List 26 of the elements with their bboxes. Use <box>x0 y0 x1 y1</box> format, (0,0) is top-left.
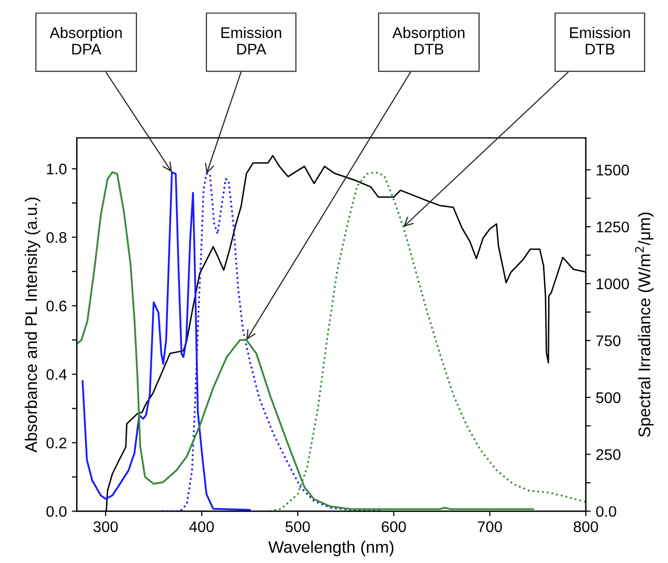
y-tick-label: 0.2 <box>46 438 66 448</box>
y2-tick-label: 250 <box>596 449 620 460</box>
y2-tick-label: 1500 <box>596 164 629 176</box>
y-tick-label: 0.0 <box>46 506 66 517</box>
y2-tick-label: 1000 <box>596 278 629 290</box>
x-axis-title: Wavelength (nm) <box>268 540 394 556</box>
x-tick-label: 400 <box>189 521 214 532</box>
y-tick-label: 0.6 <box>46 300 66 312</box>
y2-tick-label: 750 <box>596 335 620 346</box>
annotation: Emission DTB <box>570 26 630 54</box>
y2-axis-title: Spectral Irradiance (W/m$^{2}$/μm) <box>635 212 654 437</box>
y-tick-label: 0.4 <box>46 369 67 380</box>
y2-tick-label: 1250 <box>596 222 629 232</box>
y-axis-title: Absorbance and PL Intensity (a.u.) <box>24 198 40 453</box>
annotation: Emission DPA <box>221 26 282 54</box>
y-tick-label: 1.0 <box>47 164 66 174</box>
y2-tick-label: 500 <box>596 392 620 404</box>
y2-tick-label: 0.0 <box>596 506 616 517</box>
y-tick-label: 0.8 <box>46 232 66 243</box>
x-tick-label: 700 <box>478 521 502 532</box>
x-tick-label: 800 <box>574 521 598 532</box>
annotation: Absorption DPA <box>50 26 122 54</box>
x-tick-label: 300 <box>93 521 118 532</box>
annotation: Absorption DTB <box>392 26 464 54</box>
x-tick-label: 600 <box>382 521 406 532</box>
x-tick-label: 500 <box>286 521 310 532</box>
